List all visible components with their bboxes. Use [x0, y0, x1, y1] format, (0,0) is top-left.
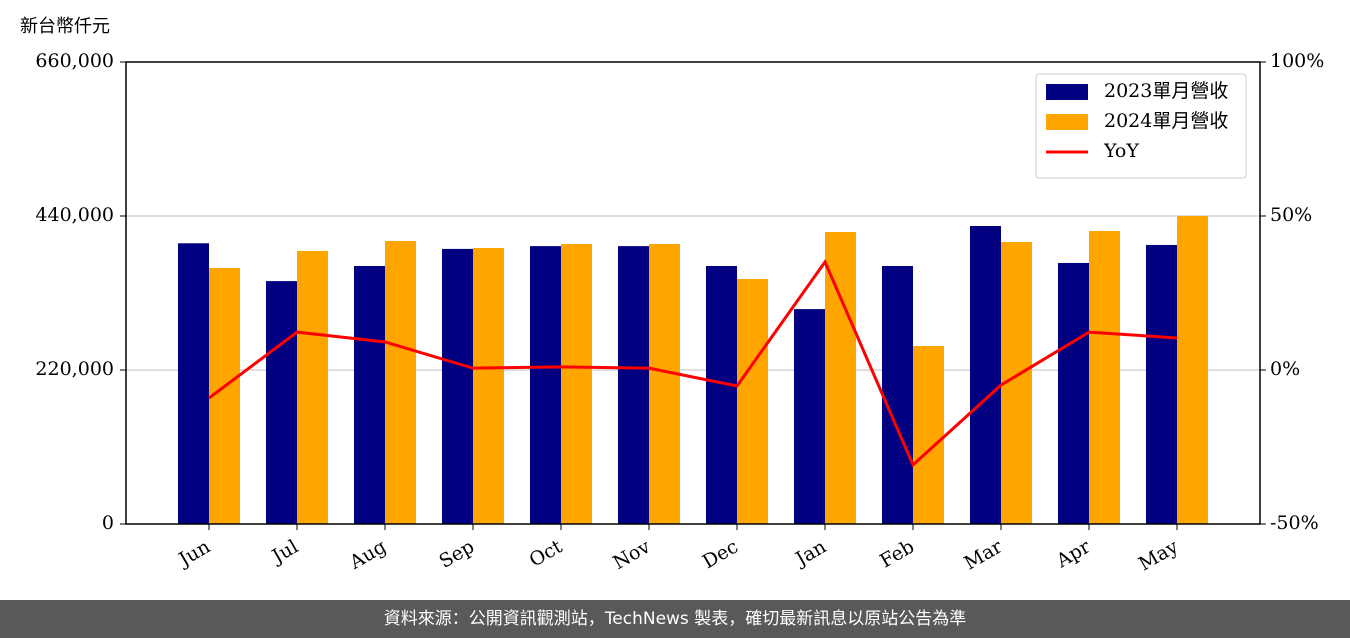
x-tick-label: May — [1135, 535, 1182, 575]
x-tick-label: Dec — [699, 536, 742, 574]
footer: 資料來源：公開資訊觀測站，TechNews 製表，確切最新訊息以原站公告為準 — [0, 600, 1350, 638]
legend-label: 2024單月營收 — [1104, 110, 1228, 132]
legend-swatch — [1046, 114, 1088, 130]
bar — [1058, 262, 1089, 524]
bar — [442, 248, 473, 524]
x-tick-label: Mar — [960, 535, 1006, 574]
bar — [1177, 216, 1208, 524]
y-tick-label: 660,000 — [35, 50, 114, 72]
bar — [618, 246, 649, 524]
legend-label: YoY — [1103, 140, 1139, 162]
bar — [825, 232, 856, 524]
y-axis-unit: 新台幣仟元 — [20, 16, 110, 37]
x-tick-label: Oct — [526, 535, 567, 571]
x-tick-label: Jun — [173, 536, 214, 572]
bar — [913, 345, 944, 524]
y2-tick-label: -50% — [1270, 512, 1319, 534]
x-tick-label: Nov — [609, 535, 654, 574]
bar — [649, 244, 680, 524]
plot-frame — [125, 61, 1261, 525]
x-tick-label: Jul — [267, 536, 302, 569]
x-tick-label: Aug — [345, 536, 390, 575]
bar — [706, 265, 737, 524]
bar — [297, 251, 328, 524]
bar — [794, 309, 825, 524]
line — [208, 258, 1178, 468]
bar — [473, 247, 504, 525]
legend-box — [1035, 73, 1247, 179]
x-tick-label: Jan — [790, 536, 830, 572]
x-tick-label: Apr — [1052, 535, 1095, 572]
bar — [737, 279, 768, 524]
x-tick-label: Sep — [435, 536, 478, 573]
legend-label: 2023單月營收 — [1104, 80, 1228, 102]
y2-tick-label: 0% — [1270, 358, 1300, 380]
bar — [385, 240, 416, 525]
y2-tick-label: 50% — [1270, 204, 1312, 226]
bar — [1089, 230, 1120, 525]
y-tick-label: 440,000 — [35, 204, 114, 226]
bar — [530, 246, 561, 524]
chart: 新台幣仟元 0 220,000 440,000 660,000 -50% 0% 50% 100… — [20, 16, 1324, 575]
bar — [970, 226, 1001, 524]
y-tick-label: 0 — [102, 512, 114, 534]
bar — [266, 281, 297, 524]
y2-tick-label: 100% — [1270, 50, 1324, 72]
bar — [1146, 244, 1177, 525]
x-tick-label: Feb — [876, 536, 918, 573]
y-tick-label: 220,000 — [35, 358, 114, 380]
bar — [178, 243, 209, 525]
bar — [561, 244, 592, 524]
legend-swatch — [1046, 84, 1088, 100]
bar — [882, 265, 913, 524]
bar — [354, 265, 385, 524]
